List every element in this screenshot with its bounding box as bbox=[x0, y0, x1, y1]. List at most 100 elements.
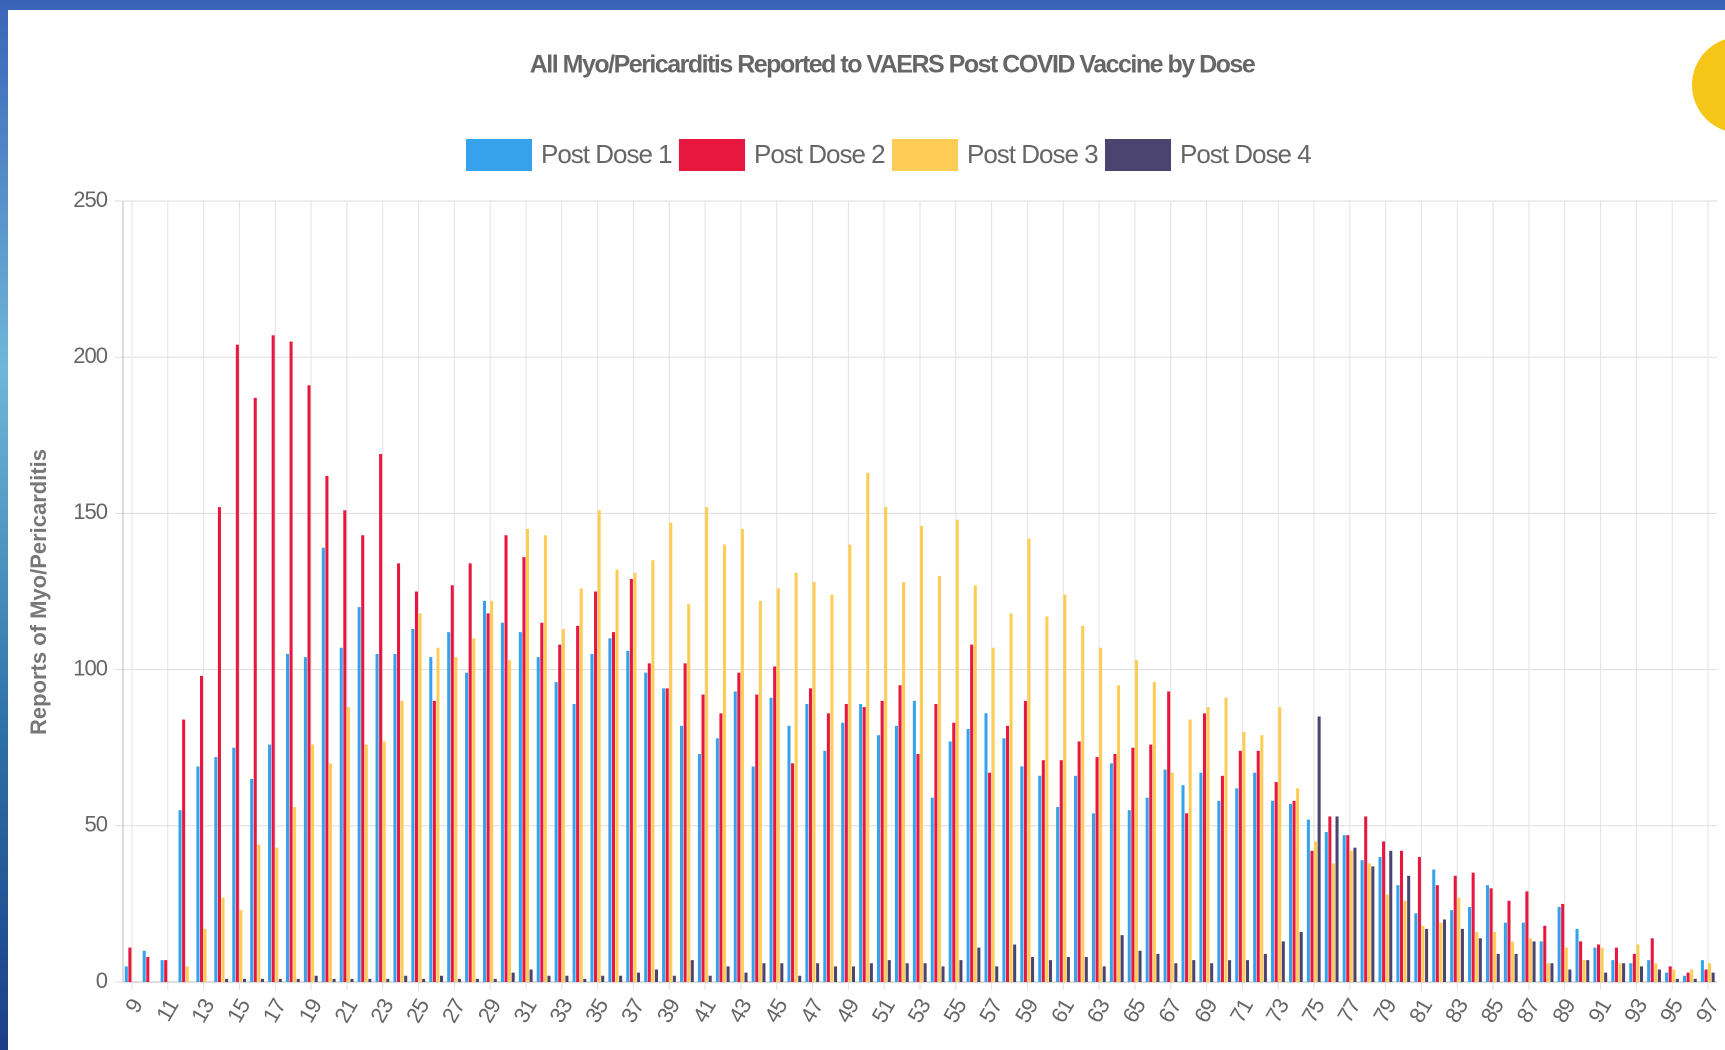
bar bbox=[594, 592, 597, 983]
bar bbox=[1633, 954, 1636, 982]
bar bbox=[465, 673, 468, 982]
bar bbox=[719, 713, 722, 982]
bar bbox=[447, 632, 450, 982]
bar bbox=[544, 535, 547, 982]
bar bbox=[1579, 941, 1582, 982]
bar bbox=[1038, 776, 1041, 982]
bar bbox=[1468, 907, 1471, 982]
bar bbox=[1593, 948, 1596, 982]
bar bbox=[1174, 963, 1177, 982]
bar bbox=[1156, 954, 1159, 982]
bar bbox=[701, 695, 704, 982]
bar bbox=[472, 638, 475, 982]
bar bbox=[1146, 798, 1149, 982]
chart: All Myo/Pericarditis Reported to VAERS P… bbox=[0, 0, 1725, 1050]
bar bbox=[419, 613, 422, 982]
x-tick-label: 57 bbox=[974, 994, 1007, 1027]
legend-swatch bbox=[466, 139, 532, 171]
bar bbox=[684, 663, 687, 982]
bar bbox=[1149, 745, 1152, 982]
bar bbox=[1056, 807, 1059, 982]
bar bbox=[1350, 851, 1353, 982]
bar bbox=[1683, 976, 1686, 982]
bar bbox=[888, 960, 891, 982]
bar bbox=[662, 688, 665, 982]
bar bbox=[272, 335, 275, 982]
x-tick-label: 25 bbox=[401, 994, 434, 1027]
bar bbox=[626, 651, 629, 982]
bar bbox=[307, 385, 310, 982]
bar bbox=[325, 476, 328, 982]
bar bbox=[984, 713, 987, 982]
bar bbox=[196, 766, 199, 982]
bar bbox=[1228, 960, 1231, 982]
bar bbox=[555, 682, 558, 982]
bar bbox=[411, 629, 414, 982]
bar bbox=[1092, 813, 1095, 982]
bar bbox=[236, 345, 239, 982]
x-tick-label: 43 bbox=[723, 994, 756, 1027]
bar bbox=[186, 966, 189, 982]
bar bbox=[1622, 963, 1625, 982]
bar bbox=[225, 979, 228, 982]
bar bbox=[970, 645, 973, 982]
bar bbox=[1121, 935, 1124, 982]
bar bbox=[741, 529, 744, 982]
x-tick-label: 97 bbox=[1691, 994, 1724, 1027]
bar bbox=[1346, 835, 1349, 982]
x-tick-label: 89 bbox=[1547, 994, 1580, 1027]
bar bbox=[1085, 957, 1088, 982]
bar bbox=[286, 654, 289, 982]
bar bbox=[261, 979, 264, 982]
bar bbox=[795, 573, 798, 982]
bar bbox=[791, 763, 794, 982]
bar bbox=[1364, 816, 1367, 982]
bar bbox=[275, 848, 278, 982]
bar bbox=[1439, 923, 1442, 982]
x-tick-label: 67 bbox=[1153, 994, 1186, 1027]
bar bbox=[752, 766, 755, 982]
bar bbox=[1128, 810, 1131, 982]
bar bbox=[519, 632, 522, 982]
bar bbox=[1332, 863, 1335, 982]
bar bbox=[537, 657, 540, 982]
bar bbox=[476, 979, 479, 982]
bar bbox=[1421, 926, 1424, 982]
bar bbox=[279, 979, 282, 982]
bar bbox=[959, 960, 962, 982]
bar bbox=[290, 342, 293, 982]
bar bbox=[451, 585, 454, 982]
bar bbox=[404, 976, 407, 982]
bar bbox=[161, 960, 164, 982]
y-tick-label: 100 bbox=[73, 655, 107, 680]
bar bbox=[920, 526, 923, 982]
bar bbox=[1096, 757, 1099, 982]
x-tick-label: 65 bbox=[1117, 994, 1150, 1027]
bar bbox=[1199, 773, 1202, 982]
bar bbox=[1583, 960, 1586, 982]
x-tick-label: 55 bbox=[938, 994, 971, 1027]
bar bbox=[1396, 885, 1399, 982]
x-tick-label: 61 bbox=[1046, 994, 1079, 1027]
bar bbox=[214, 757, 217, 982]
bar bbox=[257, 845, 260, 982]
bar bbox=[1153, 682, 1156, 982]
bar bbox=[648, 663, 651, 982]
x-tick-label: 51 bbox=[867, 994, 900, 1027]
bar bbox=[1343, 835, 1346, 982]
bar bbox=[1328, 816, 1331, 982]
x-tick-label: 73 bbox=[1261, 994, 1294, 1027]
bar bbox=[128, 948, 131, 982]
bar bbox=[859, 704, 862, 982]
legend-label: Post Dose 2 bbox=[754, 139, 885, 169]
bar bbox=[1081, 626, 1084, 982]
bar bbox=[1672, 970, 1675, 982]
bar bbox=[333, 979, 336, 982]
bar bbox=[393, 654, 396, 982]
bar bbox=[429, 657, 432, 982]
bar bbox=[304, 657, 307, 982]
bar bbox=[1078, 741, 1081, 982]
bar bbox=[1669, 966, 1672, 982]
bar bbox=[179, 810, 182, 982]
bar bbox=[877, 735, 880, 982]
